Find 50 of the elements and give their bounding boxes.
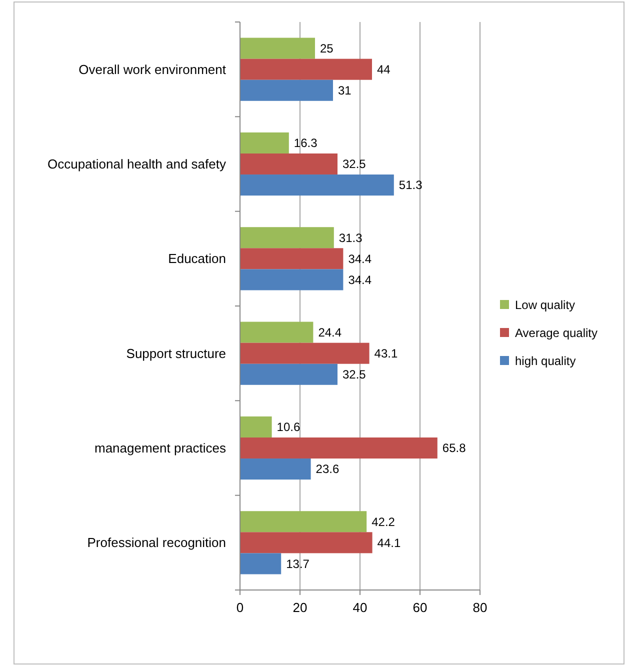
data-label: 31: [338, 84, 352, 98]
y-tick-label: Occupational health and safety: [47, 156, 226, 172]
x-tick-label: 80: [472, 600, 488, 615]
bar: [240, 38, 315, 59]
bar: [240, 458, 311, 480]
data-label: 32.5: [342, 157, 366, 172]
data-label: 43.1: [374, 346, 398, 361]
bar: [240, 437, 438, 459]
data-label: 34.4: [348, 272, 372, 287]
bar: [240, 248, 344, 270]
y-tick-label: Professional recognition: [87, 535, 226, 550]
bar: [240, 342, 370, 364]
data-label: 31.3: [338, 230, 363, 245]
data-label: 25: [320, 41, 334, 56]
x-tick-label: 0: [236, 600, 244, 615]
data-label: 24.4: [318, 325, 342, 340]
data-label: 44: [377, 62, 391, 77]
data-label: 13.7: [286, 556, 310, 571]
legend-label: high quality: [515, 354, 576, 368]
bar: [240, 227, 334, 248]
bar: [240, 364, 338, 385]
bar: [240, 532, 372, 554]
x-tick-label: 60: [412, 600, 428, 615]
bar: [240, 269, 344, 290]
data-label: 34.4: [348, 252, 372, 266]
data-label: 32.5: [342, 368, 366, 382]
bar: [240, 153, 338, 175]
y-tick-label: Support structure: [126, 346, 226, 361]
data-label: 42.2: [372, 514, 396, 529]
bar: [240, 553, 282, 574]
bar: [240, 416, 272, 438]
data-label: 10.6: [276, 420, 300, 434]
bar: [240, 322, 314, 343]
data-label: 23.6: [316, 462, 340, 476]
legend-label: Low quality: [515, 298, 576, 312]
x-tick-label: 40: [352, 600, 368, 615]
data-label: 44.1: [377, 536, 401, 550]
x-tick-label: 20: [292, 600, 308, 615]
y-tick-label: Education: [168, 251, 226, 266]
legend-label: Average quality: [515, 326, 598, 340]
bar: [240, 80, 333, 101]
bar: [240, 132, 289, 154]
y-tick-label: management practices: [94, 440, 226, 456]
y-tick-label: Overall work environment: [78, 62, 226, 77]
bar: [240, 58, 372, 80]
data-label: 51.3: [398, 178, 423, 192]
data-label: 16.3: [294, 136, 318, 150]
data-label: 65.8: [442, 441, 466, 456]
bar: [240, 511, 367, 532]
bar: [240, 174, 394, 196]
